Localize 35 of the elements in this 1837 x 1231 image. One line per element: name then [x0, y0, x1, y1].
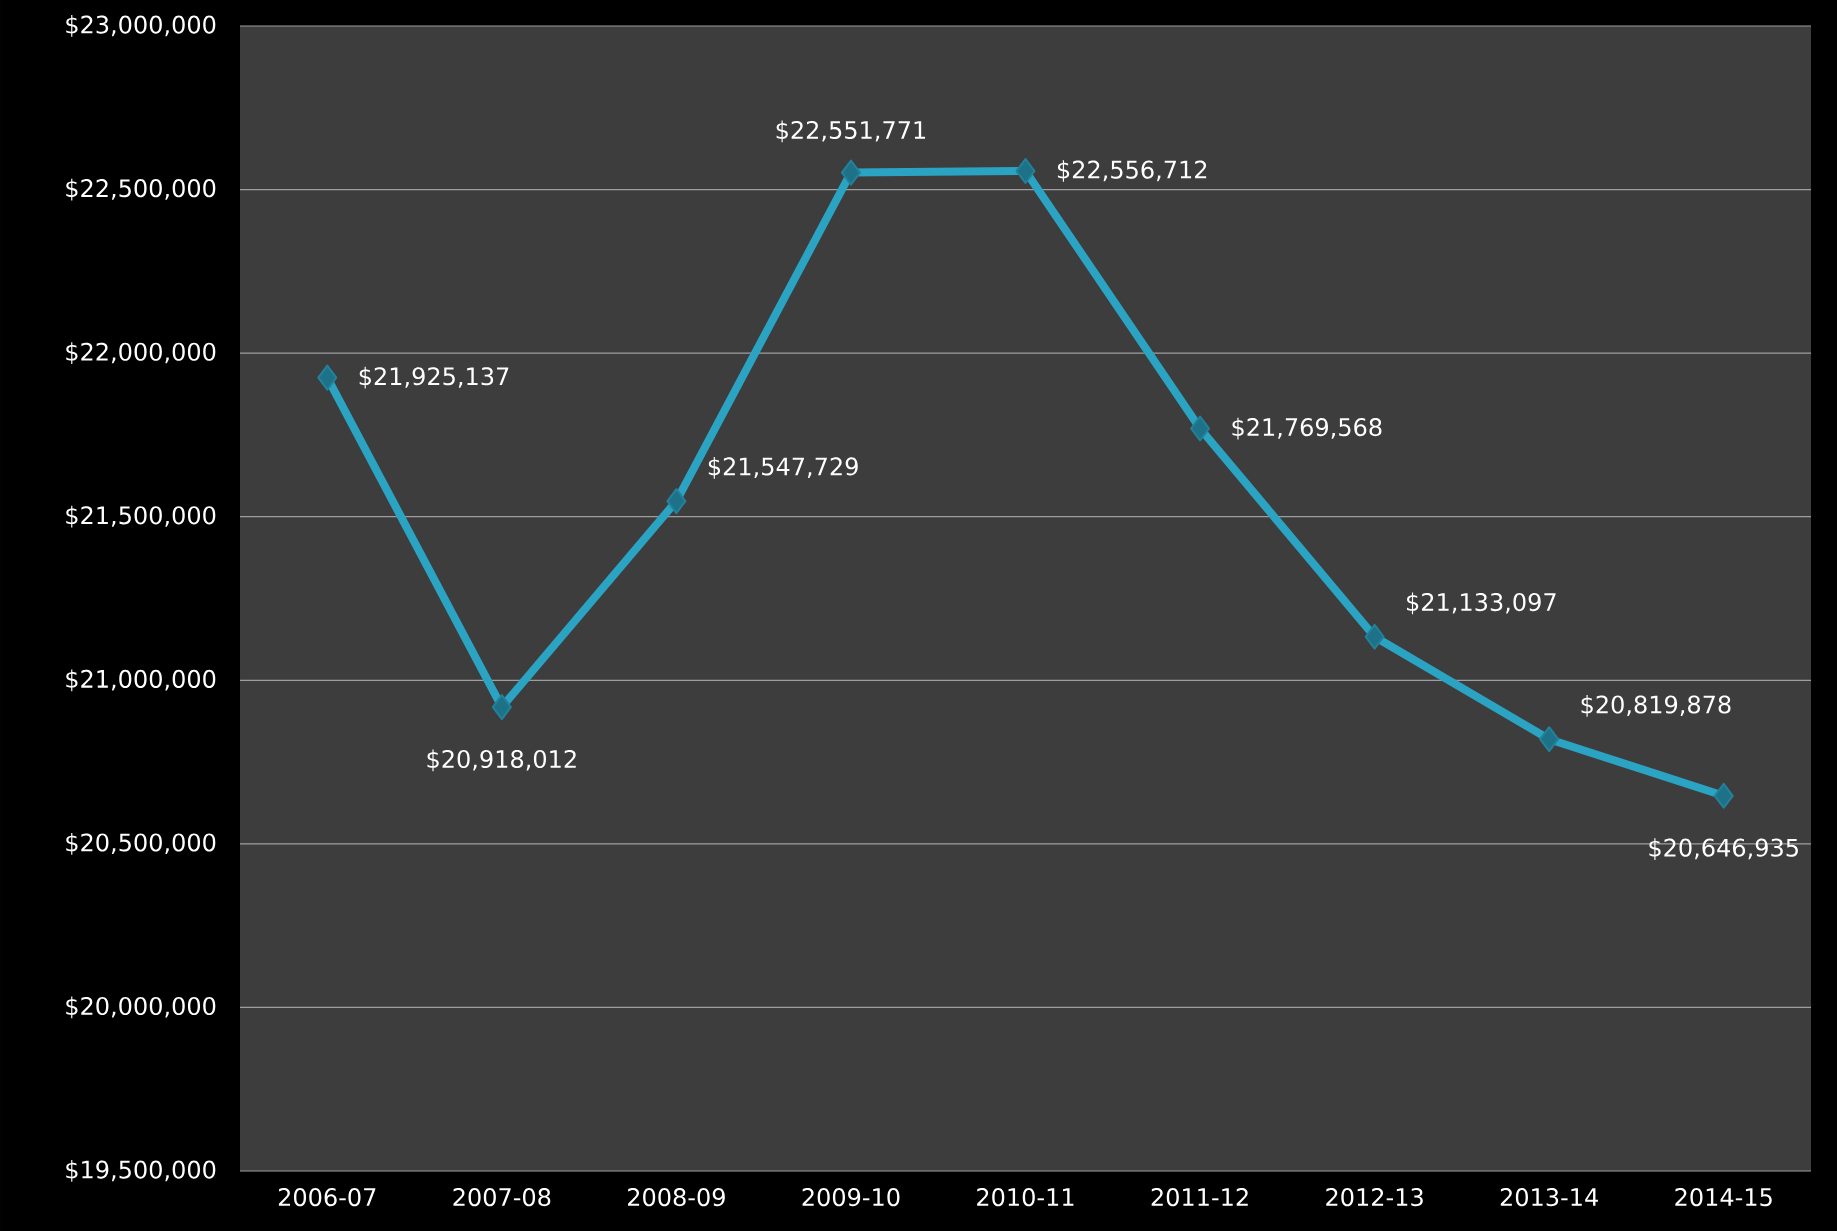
- y-tick-label: $22,000,000: [66, 342, 216, 364]
- data-label: $21,769,568: [1232, 417, 1382, 440]
- point: [666, 488, 687, 515]
- x-tick-label: 2010-11: [977, 1188, 1074, 1207]
- data-label: $20,646,935: [1649, 838, 1798, 860]
- data-label: $20,918,012: [427, 749, 576, 772]
- x-tick-label: 2007-08: [453, 1188, 551, 1207]
- point: [840, 159, 861, 186]
- data-label: $20,819,878: [1581, 695, 1731, 717]
- x-tick-label: 2009-10: [802, 1188, 900, 1207]
- data-label: $22,556,712: [1057, 160, 1207, 182]
- x-tick-label: 2012-13: [1326, 1188, 1423, 1207]
- y-tick-label: $23,000,000: [66, 15, 216, 37]
- x-tick-label: 2008-09: [628, 1188, 725, 1207]
- point: [1539, 726, 1560, 753]
- point: [1364, 623, 1385, 650]
- data-label: $21,925,137: [359, 366, 509, 389]
- x-tick-label: 2013-14: [1500, 1188, 1598, 1207]
- point: [1190, 415, 1211, 442]
- data-label: $22,551,771: [776, 120, 926, 143]
- data-label: $21,547,729: [708, 456, 858, 479]
- y-tick-label: $19,500,000: [66, 1160, 216, 1182]
- x-tick-label: 2014-15: [1675, 1188, 1772, 1207]
- point: [491, 694, 512, 721]
- point: [1713, 782, 1734, 809]
- y-tick-label: $21,500,000: [66, 505, 216, 528]
- x-tick-label: 2006-07: [278, 1188, 376, 1207]
- y-tick-label: $20,000,000: [66, 996, 216, 1019]
- x-tick-label: 2011-12: [1151, 1188, 1248, 1207]
- y-tick-label: $20,500,000: [66, 832, 216, 855]
- y-tick-label: $22,500,000: [66, 178, 216, 201]
- point: [317, 364, 338, 391]
- y-tick-label: $21,000,000: [66, 669, 216, 692]
- point: [1015, 158, 1036, 185]
- data-label: $21,133,097: [1407, 592, 1556, 615]
